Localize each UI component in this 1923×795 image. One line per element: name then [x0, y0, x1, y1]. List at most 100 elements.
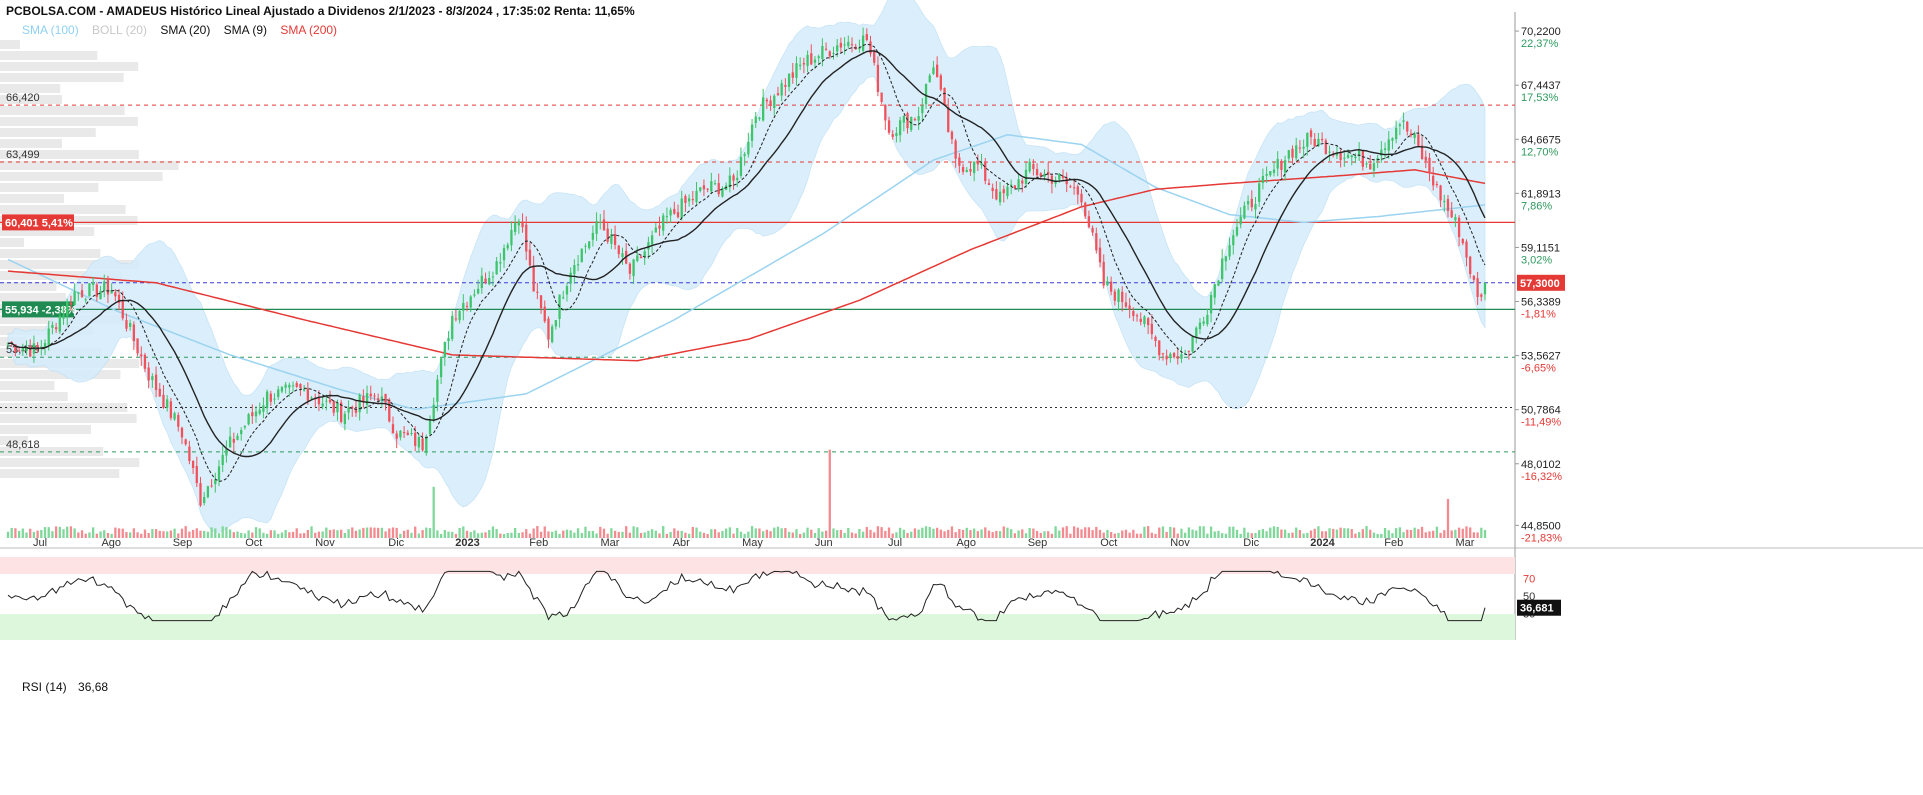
volume-bar: [836, 530, 839, 538]
candle-body: [906, 113, 909, 129]
candle-body: [1032, 163, 1035, 170]
volume-bar: [1098, 529, 1102, 538]
legend-sma20[interactable]: SMA (20): [160, 23, 211, 37]
volume-bar: [973, 528, 976, 538]
x-axis-month-label: Mar: [1456, 537, 1475, 549]
candle-body: [1091, 227, 1094, 233]
volume-bar: [1435, 526, 1439, 538]
candle-body: [1198, 322, 1202, 330]
candle-body: [106, 278, 110, 295]
candle-body: [1432, 175, 1435, 186]
legend-sma200[interactable]: SMA (200): [280, 23, 338, 37]
candle-body: [1117, 289, 1120, 303]
candle-body: [495, 261, 498, 275]
candle-body: [1039, 173, 1042, 177]
volume-bar: [647, 530, 650, 538]
volume-profile-bar: [0, 172, 163, 181]
candle-body: [1217, 280, 1220, 286]
volume-bar: [225, 527, 228, 538]
candle-body: [721, 187, 724, 197]
volume-bar: [1080, 529, 1083, 538]
candle-body: [513, 222, 517, 233]
x-axis-month-label: Sep: [1028, 537, 1048, 549]
candle-body: [454, 318, 458, 320]
volume-bar: [576, 528, 580, 538]
volume-bar: [1069, 533, 1072, 538]
volume-bar: [976, 531, 980, 538]
volume-bar: [1043, 531, 1046, 538]
volume-bar: [232, 532, 235, 538]
volume-profile-bar: [0, 95, 63, 104]
candle-body: [536, 291, 539, 293]
candle-body: [1050, 175, 1054, 184]
volume-bar: [380, 527, 384, 538]
candle-body: [1306, 133, 1309, 147]
y-axis-tick-label: 50,7864: [1521, 405, 1561, 417]
volume-bar: [1161, 526, 1165, 538]
candle-body: [1309, 130, 1313, 137]
volume-bar: [358, 529, 361, 538]
volume-bar: [254, 527, 258, 538]
candle-body: [354, 408, 358, 413]
candle-body: [617, 245, 620, 255]
y-axis-tick-label: 53,5627: [1521, 351, 1561, 363]
volume-bar: [180, 528, 184, 538]
volume-bar: [484, 532, 487, 538]
volume-bar: [1269, 527, 1272, 538]
candle-body: [606, 228, 609, 242]
candle-body: [521, 221, 524, 228]
volume-bar: [869, 529, 872, 538]
rsi-oversold-zone: [0, 614, 1515, 640]
indicator-legend: SMA (100) BOLL (20) SMA (20) SMA (9) SMA…: [22, 23, 347, 37]
candle-body: [77, 292, 80, 294]
candle-body: [347, 407, 350, 413]
volume-bar: [1320, 531, 1324, 538]
candle-body: [251, 412, 254, 417]
volume-profile-bar: [0, 128, 96, 137]
volume-bar: [106, 532, 110, 538]
candle-body: [188, 446, 191, 462]
volume-bar: [621, 531, 624, 538]
volume-bar: [721, 530, 724, 538]
volume-bar: [773, 527, 776, 538]
candle-body: [880, 92, 883, 102]
candle-body: [377, 398, 380, 401]
candle-body: [1343, 157, 1346, 159]
legend-boll20[interactable]: BOLL (20): [92, 23, 147, 37]
volume-bar: [784, 528, 787, 538]
volume-bar: [658, 533, 661, 538]
volume-bar: [595, 533, 598, 538]
volume-bar: [554, 530, 558, 538]
y-axis-pct-label: -16,32%: [1521, 471, 1562, 483]
candle-body: [665, 216, 669, 218]
x-axis-month-label: Mar: [601, 537, 620, 549]
volume-bar: [747, 531, 750, 538]
volume-profile-bar: [0, 425, 91, 434]
volume-bar: [928, 526, 931, 538]
volume-profile-bar: [0, 249, 101, 258]
legend-sma100[interactable]: SMA (100): [22, 23, 79, 37]
volume-bar: [802, 532, 806, 538]
volume-bar: [1176, 533, 1179, 538]
candle-body: [821, 46, 824, 60]
volume-bar: [1187, 527, 1191, 538]
candle-body: [432, 404, 435, 420]
candle-body: [599, 221, 602, 223]
candle-body: [954, 140, 957, 159]
candle-body: [295, 383, 298, 387]
candle-body: [1106, 281, 1109, 286]
volume-bar: [495, 528, 498, 538]
volume-bar: [887, 527, 891, 538]
candle-body: [325, 400, 328, 402]
volume-bar: [439, 533, 443, 538]
candle-body: [236, 435, 239, 440]
candle-body: [1317, 138, 1320, 147]
volume-bar: [302, 533, 306, 538]
volume-bar: [1258, 530, 1261, 538]
legend-sma9[interactable]: SMA (9): [223, 23, 268, 37]
volume-bar: [162, 531, 165, 538]
volume-profile-bar: [0, 370, 121, 379]
volume-bar: [743, 533, 746, 538]
volume-bar: [654, 530, 657, 538]
